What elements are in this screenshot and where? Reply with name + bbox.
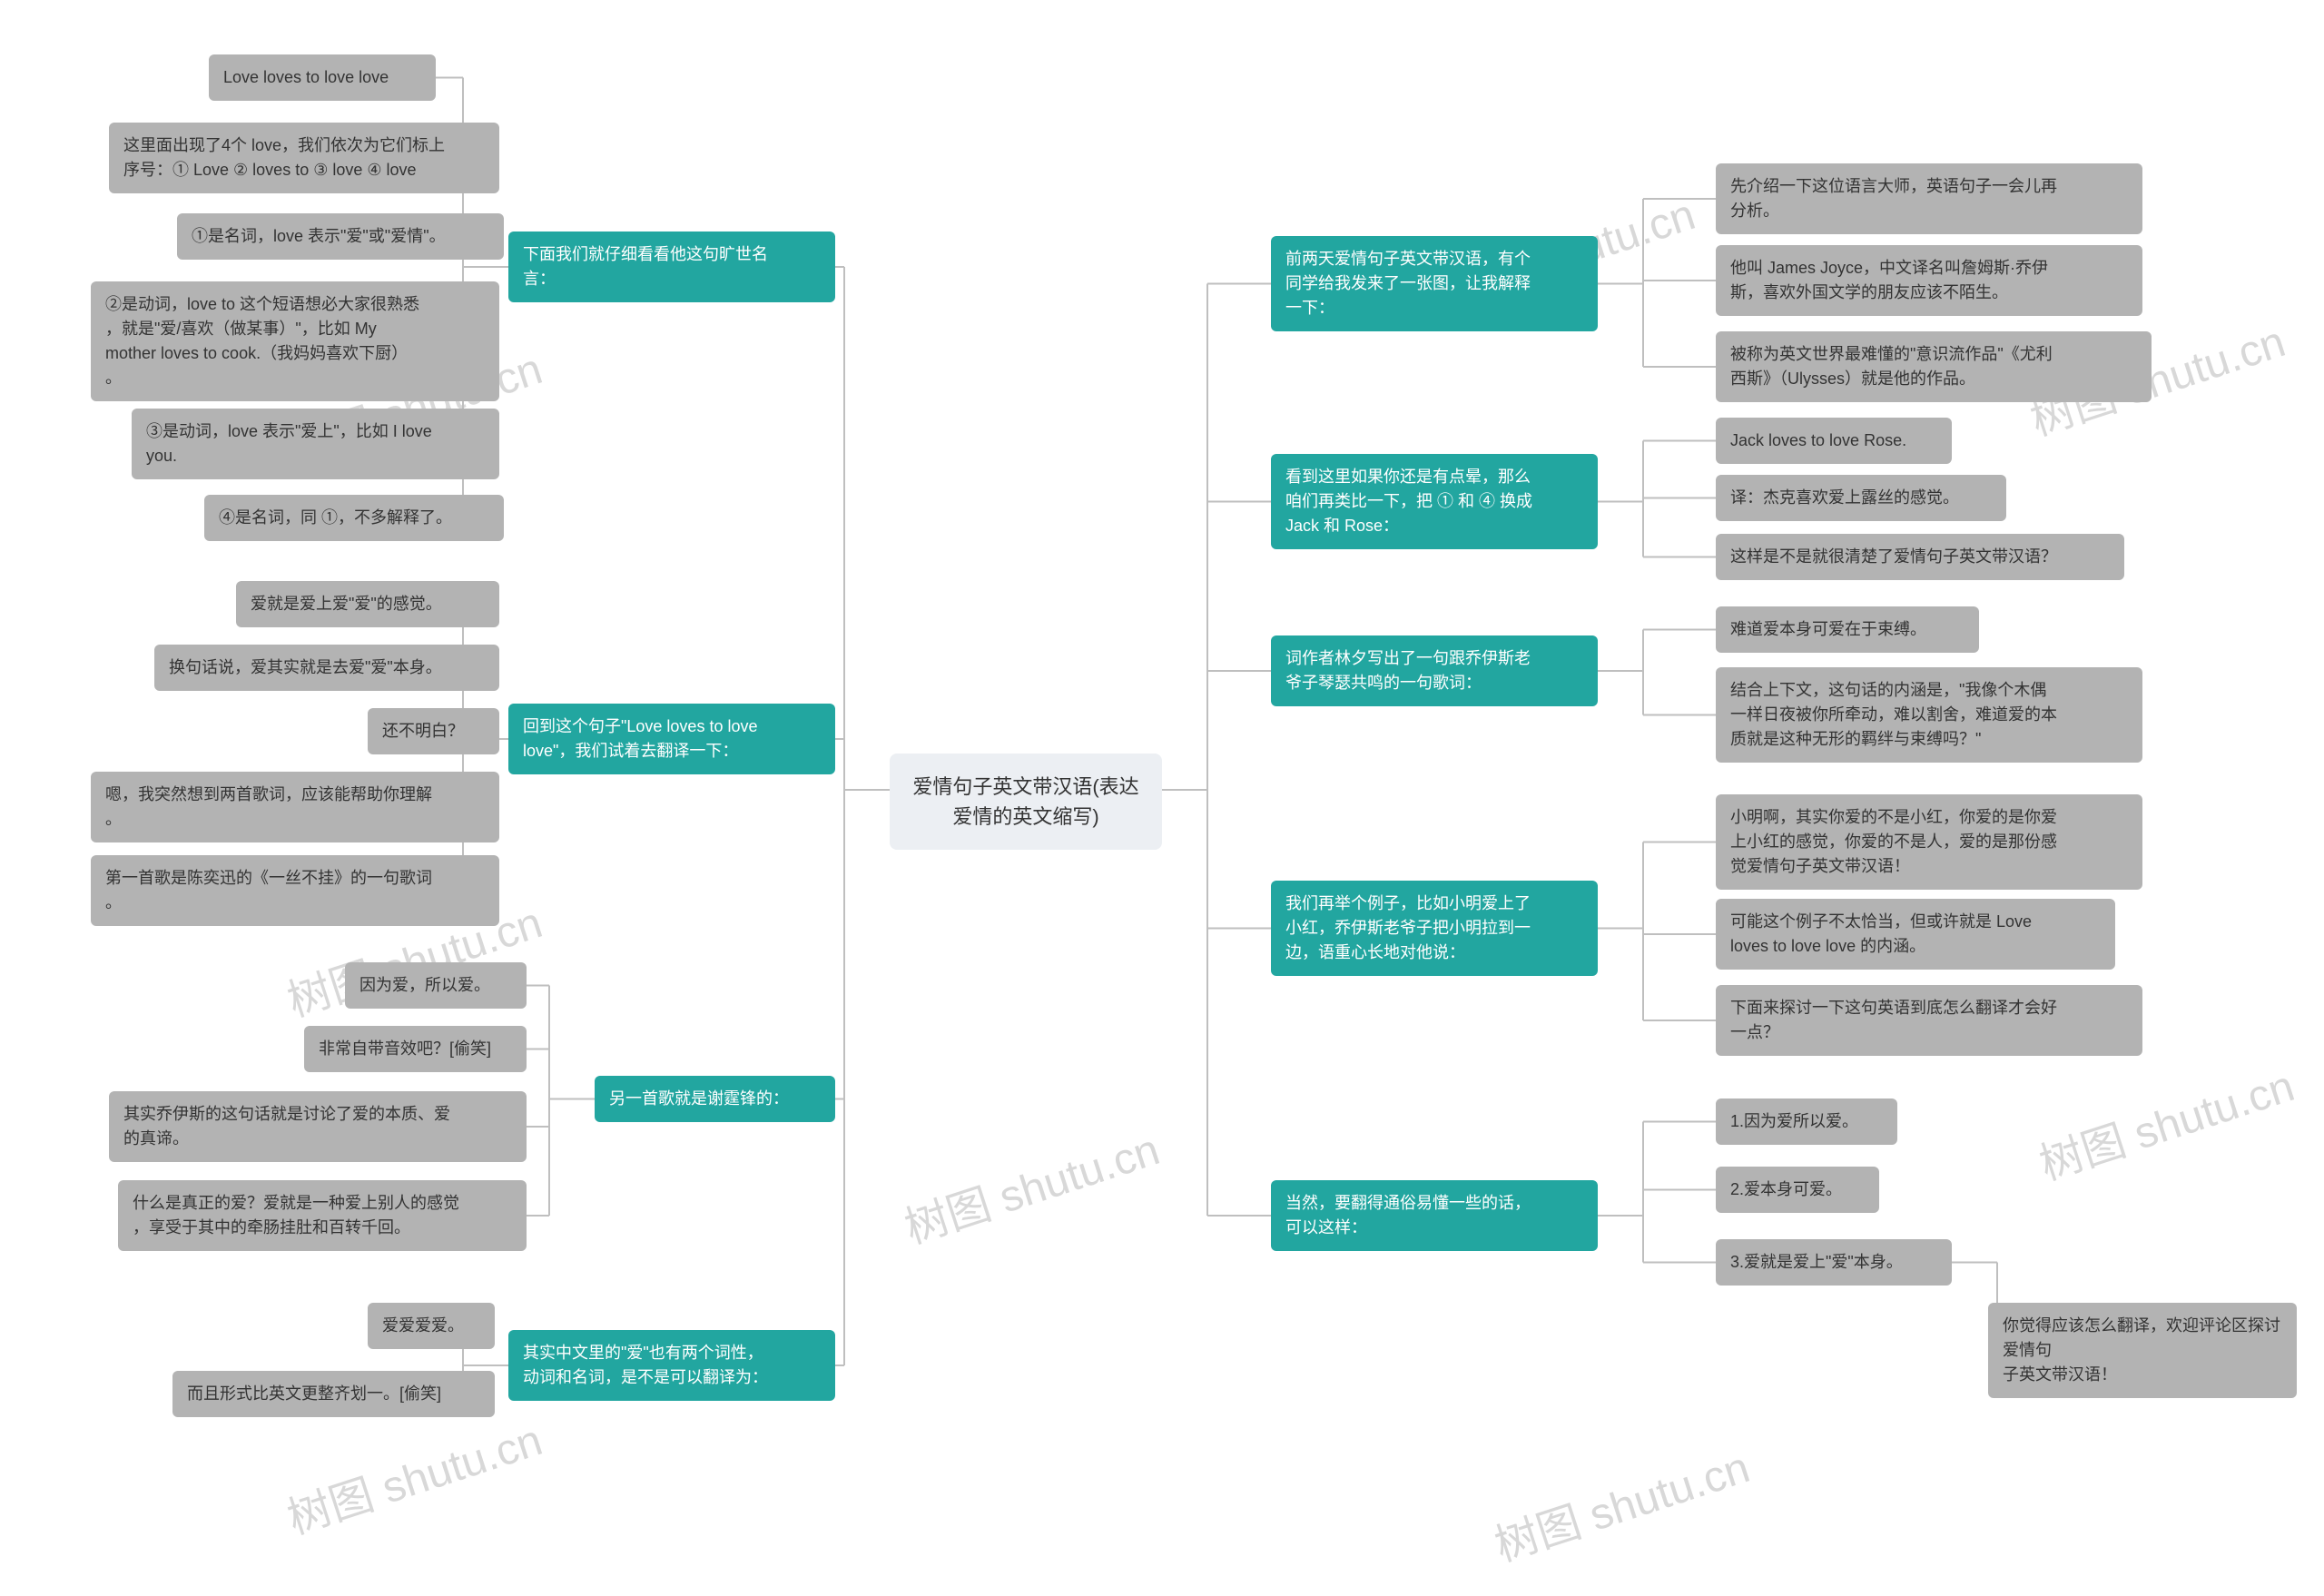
leaf-r4c: 下面来探讨一下这句英语到底怎么翻译才会好一点？	[1716, 985, 2142, 1056]
leaf-l4a: 爱爱爱爱。	[368, 1303, 495, 1349]
branch-l1: 下面我们就仔细看看他这句旷世名言：	[508, 232, 835, 302]
leaf-l3d: 什么是真正的爱？爱就是一种爱上别人的感觉，享受于其中的牵肠挂肚和百转千回。	[118, 1180, 527, 1251]
branch-l4: 其实中文里的"爱"也有两个词性，动词和名词，是不是可以翻译为：	[508, 1330, 835, 1401]
leaf-r1a: 先介绍一下这位语言大师，英语句子一会儿再分析。	[1716, 163, 2142, 234]
leaf-l1b: 这里面出现了4个 love，我们依次为它们标上序号：① Love ② loves…	[109, 123, 499, 193]
leaf-r3b: 结合上下文，这句话的内涵是，"我像个木偶一样日夜被你所牵动，难以割舍，难道爱的本…	[1716, 667, 2142, 763]
branch-l2: 回到这个句子"Love loves to love love"，我们试着去翻译一…	[508, 704, 835, 774]
leaf-r4a: 小明啊，其实你爱的不是小红，你爱的是你爱上小红的感觉，你爱的不是人，爱的是那份感…	[1716, 794, 2142, 890]
root-node: 爱情句子英文带汉语(表达爱情的英文缩写)	[890, 754, 1162, 850]
watermark: 树图 shutu.cn	[895, 1114, 1166, 1256]
watermark: 树图 shutu.cn	[1485, 1432, 1756, 1573]
leaf-l1a: Love loves to love love	[209, 54, 436, 101]
branch-l3: 另一首歌就是谢霆锋的：	[595, 1076, 835, 1122]
leaf-r2b: 译：杰克喜欢爱上露丝的感觉。	[1716, 475, 2006, 521]
leaf-r1c: 被称为英文世界最难懂的"意识流作品"《尤利西斯》（Ulysses）就是他的作品。	[1716, 331, 2152, 402]
leaf-l3c: 其实乔伊斯的这句话就是讨论了爱的本质、爱的真谛。	[109, 1091, 527, 1162]
leaf-l1f: ④是名词，同 ①，不多解释了。	[204, 495, 504, 541]
leaf-r2c: 这样是不是就很清楚了爱情句子英文带汉语？	[1716, 534, 2124, 580]
leaf-r4b: 可能这个例子不太恰当，但或许就是 Love loves to love love…	[1716, 899, 2115, 970]
branch-r5: 当然，要翻得通俗易懂一些的话，可以这样：	[1271, 1180, 1598, 1251]
watermark: 树图 shutu.cn	[278, 1404, 548, 1546]
branch-r2: 看到这里如果你还是有点晕，那么咱们再类比一下，把 ① 和 ④ 换成 Jack 和…	[1271, 454, 1598, 549]
leaf-r2a: Jack loves to love Rose.	[1716, 418, 1952, 464]
leaf-l2c: 还不明白？	[368, 708, 499, 754]
leaf-l4b: 而且形式比英文更整齐划一。[偷笑]	[172, 1371, 495, 1417]
leaf-r5a: 1.因为爱所以爱。	[1716, 1098, 1897, 1145]
leaf-l3b: 非常自带音效吧？[偷笑]	[304, 1026, 527, 1072]
leaf-l3a: 因为爱，所以爱。	[345, 962, 527, 1009]
leaf-l2d: 嗯，我突然想到两首歌词，应该能帮助你理解。	[91, 772, 499, 842]
leaf-r3a: 难道爱本身可爱在于束缚。	[1716, 606, 1979, 653]
leaf-l2e: 第一首歌是陈奕迅的《一丝不挂》的一句歌词。	[91, 855, 499, 926]
leaf-l2a: 爱就是爱上爱"爱"的感觉。	[236, 581, 499, 627]
leaf-r5b: 2.爱本身可爱。	[1716, 1167, 1879, 1213]
watermark: 树图 shutu.cn	[2030, 1050, 2300, 1192]
branch-r1: 前两天爱情句子英文带汉语，有个同学给我发来了一张图，让我解释一下：	[1271, 236, 1598, 331]
branch-r3: 词作者林夕写出了一句跟乔伊斯老爷子琴瑟共鸣的一句歌词：	[1271, 635, 1598, 706]
branch-r4: 我们再举个例子，比如小明爱上了小红，乔伊斯老爷子把小明拉到一边，语重心长地对他说…	[1271, 881, 1598, 976]
leaf-l1c: ①是名词，love 表示"爱"或"爱情"。	[177, 213, 504, 260]
leaf-r5c: 3.爱就是爱上"爱"本身。	[1716, 1239, 1952, 1286]
leaf-r5c1: 你觉得应该怎么翻译，欢迎评论区探讨爱情句子英文带汉语！	[1988, 1303, 2297, 1398]
leaf-l1e: ③是动词，love 表示"爱上"，比如 I love you.	[132, 409, 499, 479]
leaf-r1b: 他叫 James Joyce，中文译名叫詹姆斯·乔伊斯，喜欢外国文学的朋友应该不…	[1716, 245, 2142, 316]
leaf-l2b: 换句话说，爱其实就是去爱"爱"本身。	[154, 645, 499, 691]
leaf-l1d: ②是动词，love to 这个短语想必大家很熟悉，就是"爱/喜欢（做某事）"，比…	[91, 281, 499, 401]
